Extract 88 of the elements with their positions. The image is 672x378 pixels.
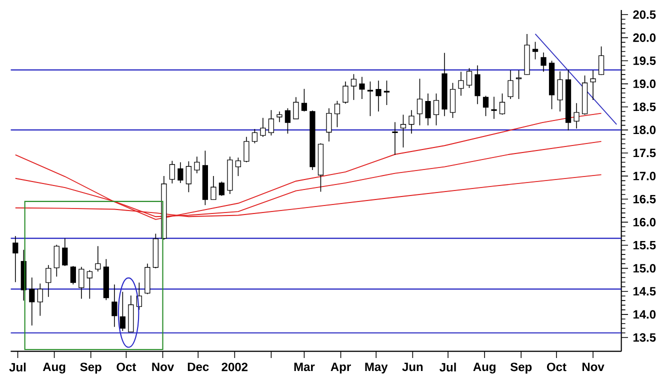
y-tick-label: 16.5 (633, 194, 656, 204)
candlestick (359, 76, 365, 100)
candlestick (12, 236, 18, 283)
candlestick (392, 122, 398, 156)
x-tick-label: Jul (440, 362, 456, 372)
candlestick (508, 70, 514, 100)
candlestick (342, 81, 348, 104)
candlestick (482, 95, 489, 116)
candlestick (574, 102, 580, 129)
candlestick (384, 80, 390, 106)
y-tick-label: 19.5 (633, 56, 656, 65)
y-tick-label: 15.5 (633, 241, 656, 250)
candlestick (376, 80, 382, 112)
x-tick-label: Oct (546, 362, 566, 372)
candlestick (235, 157, 242, 176)
line-series (14, 112, 602, 220)
candlestick (557, 70, 563, 112)
y-tick-label: 20.5 (633, 10, 656, 19)
y-tick-label: 17.5 (633, 148, 656, 158)
candlestick (178, 162, 184, 184)
candlestick (54, 244, 60, 277)
candlestick (95, 246, 101, 272)
y-tick-label: 15.0 (633, 264, 656, 273)
x-tick-label: Aug (42, 362, 66, 374)
candlestick (62, 238, 68, 266)
candlestick (350, 74, 357, 100)
candlestick (252, 128, 258, 144)
candlestick (540, 52, 546, 72)
candlestick (590, 70, 596, 100)
y-tick-label: 16.0 (633, 218, 656, 226)
candlestick (194, 156, 200, 174)
candlestick (491, 96, 497, 120)
candlestick (112, 284, 118, 328)
candlestick (120, 291, 126, 332)
candlestick (293, 96, 299, 120)
candlestick (598, 46, 604, 76)
candlestick (260, 118, 266, 138)
candlestick (450, 82, 456, 118)
candlestick (70, 266, 76, 285)
candlestick (186, 160, 192, 193)
y-tick-label: 14.0 (633, 310, 656, 319)
y-tick-label: 17.0 (633, 172, 656, 180)
x-tick-label: Oct (116, 362, 136, 372)
x-tick-label: Apr (330, 362, 351, 374)
x-tick-label: Dec (188, 362, 209, 372)
candlestick (334, 100, 340, 128)
x-tick-label: Mar (294, 362, 315, 372)
candlestick (408, 110, 414, 134)
candlestick (400, 114, 406, 148)
candlestick (425, 93, 431, 126)
y-tick-label: 14.5 (633, 287, 656, 296)
candlestick (326, 108, 332, 142)
candlestick (244, 136, 250, 163)
candlestick (532, 41, 538, 60)
candlestick (37, 283, 43, 316)
candlestick (474, 64, 480, 104)
x-tick-label: Aug (473, 362, 496, 374)
candlestick (466, 68, 472, 88)
y-tick-label: 13.5 (633, 333, 656, 342)
candlestick (210, 176, 216, 200)
x-tick-label: Sep (510, 362, 532, 374)
y-tick-label: 20.0 (633, 33, 656, 42)
x-tick-label: Nov (582, 362, 604, 372)
y-tick-label: 18.0 (633, 126, 656, 134)
x-tick-label: May (365, 362, 388, 374)
candlestick (284, 108, 291, 134)
candlestick (46, 264, 52, 298)
candlestick (276, 111, 282, 122)
candlestick (499, 93, 506, 116)
candlestick (29, 277, 35, 326)
candlestick (268, 110, 274, 136)
candlestick (301, 88, 308, 112)
x-tick-label: Jul (9, 362, 26, 372)
x-tick-label: 2002 (222, 362, 248, 372)
x-tick-label: Jun (402, 362, 423, 372)
candlestick (433, 93, 440, 126)
candlestick (78, 266, 84, 300)
y-tick-label: 19.0 (633, 80, 656, 88)
candlestick (218, 181, 225, 196)
candlestick (367, 81, 374, 116)
candlestick (416, 78, 423, 126)
candlestick (169, 160, 175, 184)
y-tick-label: 18.5 (633, 102, 656, 112)
x-tick-label: Nov (152, 362, 174, 372)
candlestick (458, 71, 464, 96)
candlestick (86, 270, 92, 300)
candlestick (516, 70, 522, 100)
x-tick-label: Sep (80, 362, 102, 374)
